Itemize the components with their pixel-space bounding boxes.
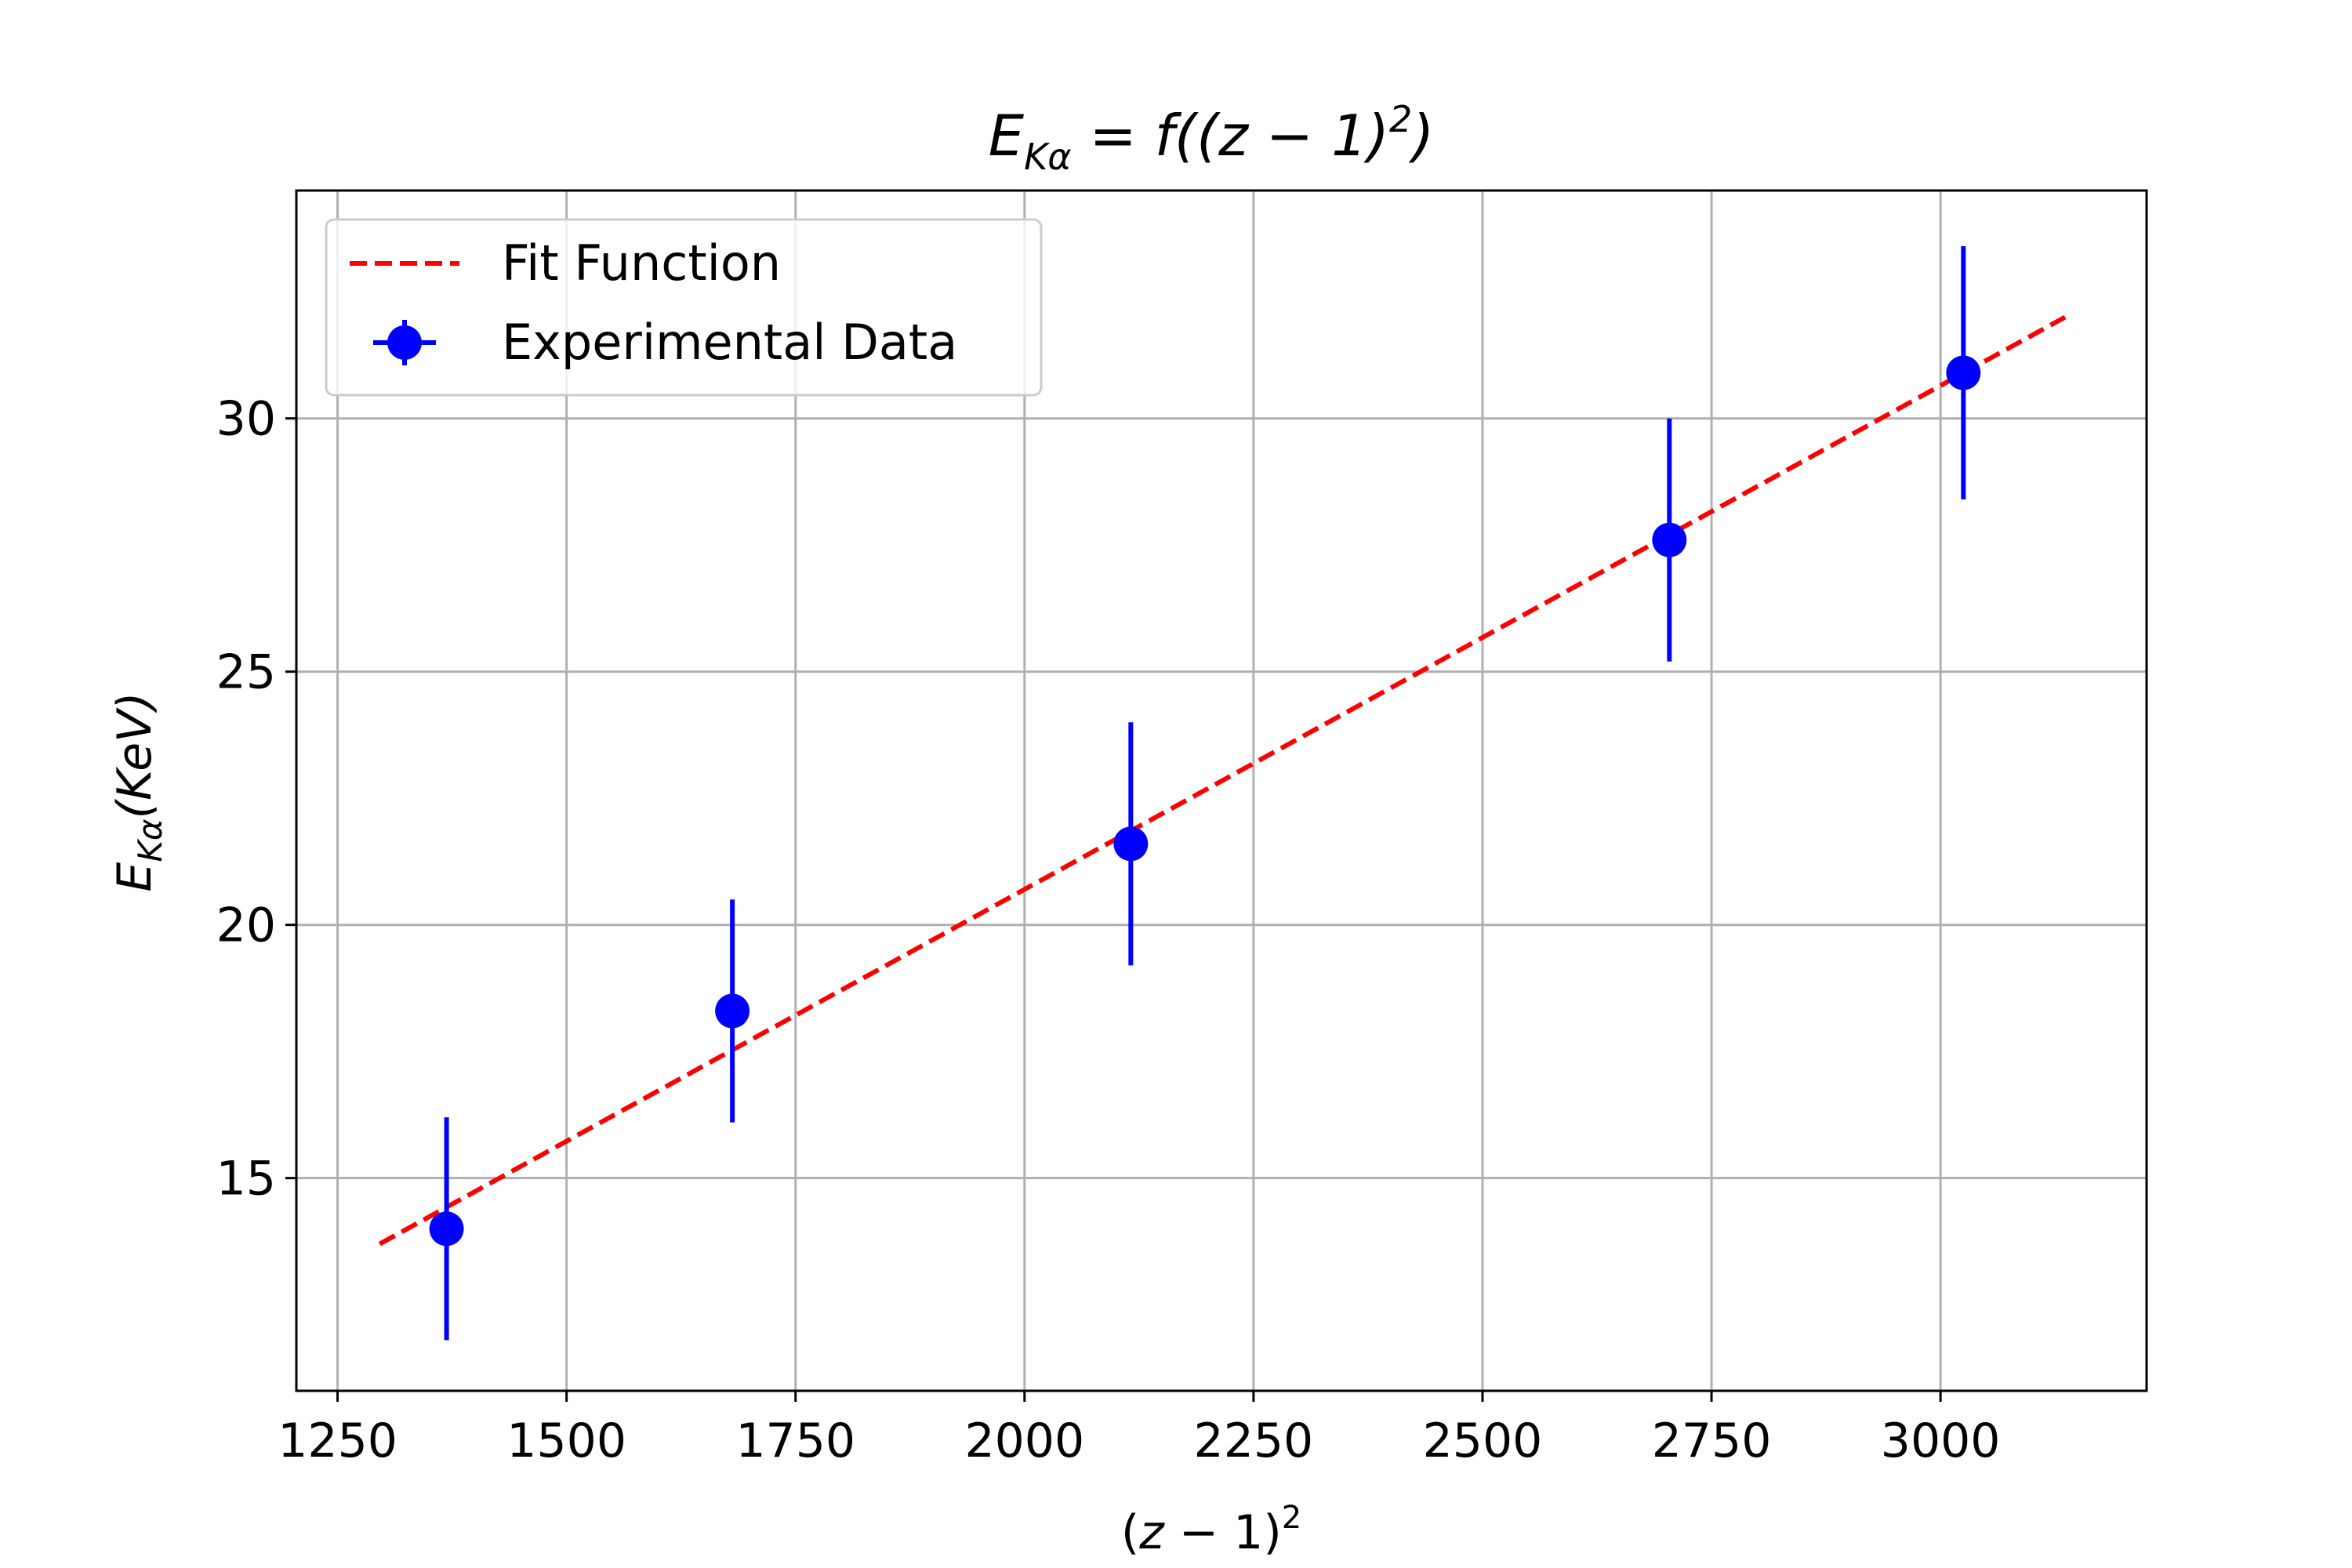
data-point	[715, 993, 750, 1029]
y-tick-label: 30	[216, 392, 276, 447]
x-tick-label: 1250	[278, 1414, 397, 1468]
y-tick-label: 15	[216, 1152, 276, 1207]
chart-title: EKα = f((z − 1)2)	[989, 98, 1435, 178]
data-point	[1113, 826, 1149, 862]
legend: Fit Function Experimental Data	[325, 218, 1043, 397]
x-tick-label: 1750	[735, 1414, 855, 1468]
data-layer	[429, 246, 1981, 1341]
y-axis-label: EKα(KeV)	[107, 691, 169, 891]
fit-line	[378, 314, 2067, 1247]
x-tick-label: 2250	[1194, 1414, 1314, 1468]
y-axis: 15 20 25 30	[216, 392, 296, 1207]
data-point	[429, 1211, 464, 1247]
fit-layer	[378, 314, 2067, 1247]
x-tick-label: 2750	[1652, 1414, 1772, 1468]
x-tick-label: 1500	[506, 1414, 626, 1468]
x-axis-label: (z − 1)2	[1121, 1500, 1301, 1560]
x-axis: 1250 1500 1750 2000 2250 2500 2750 3000	[278, 1391, 2000, 1468]
legend-box	[325, 218, 1043, 397]
data-point	[1946, 355, 1981, 390]
plot-frame	[295, 189, 2148, 1392]
legend-fit-label: Fit Function	[502, 234, 781, 292]
x-tick-label: 3000	[1881, 1414, 2001, 1468]
legend-data-label: Experimental Data	[502, 314, 957, 371]
legend-data-swatch-marker	[387, 325, 422, 360]
x-tick-label: 2000	[964, 1414, 1084, 1468]
y-tick-label: 20	[216, 898, 276, 953]
x-tick-label: 2500	[1423, 1414, 1543, 1468]
data-point	[1652, 522, 1687, 557]
y-tick-label: 25	[216, 645, 276, 700]
